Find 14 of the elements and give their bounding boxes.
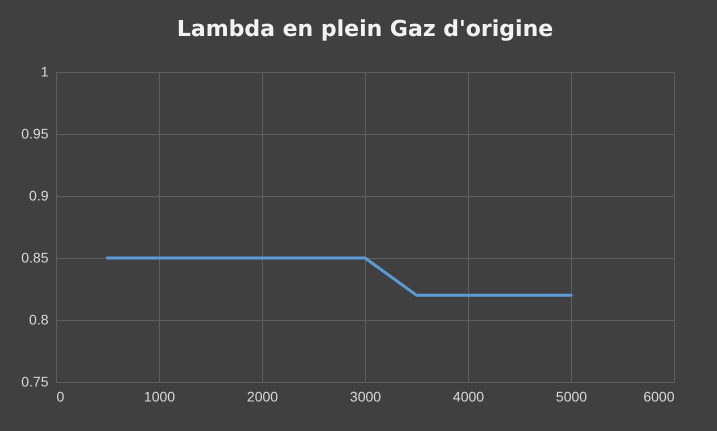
x-tick-label: 4000 [452,388,484,404]
x-tick-label: 3000 [350,388,382,404]
y-tick-label: 0.8 [29,312,49,328]
y-tick-label: 0.95 [21,126,49,142]
x-tick-label: 1000 [144,388,176,404]
y-tick-label: 1 [40,64,49,80]
y-tick-label: 0.9 [29,188,49,204]
y-tick-label: 0.75 [21,374,49,390]
chart-title: Lambda en plein Gaz d'origine [176,17,554,42]
x-tick-label: 5000 [556,388,588,404]
y-tick-label: 0.85 [21,250,49,266]
x-tick-label: 2000 [246,388,278,404]
x-tick-label: 6000 [643,388,675,404]
x-tick-label: 0 [56,388,64,404]
